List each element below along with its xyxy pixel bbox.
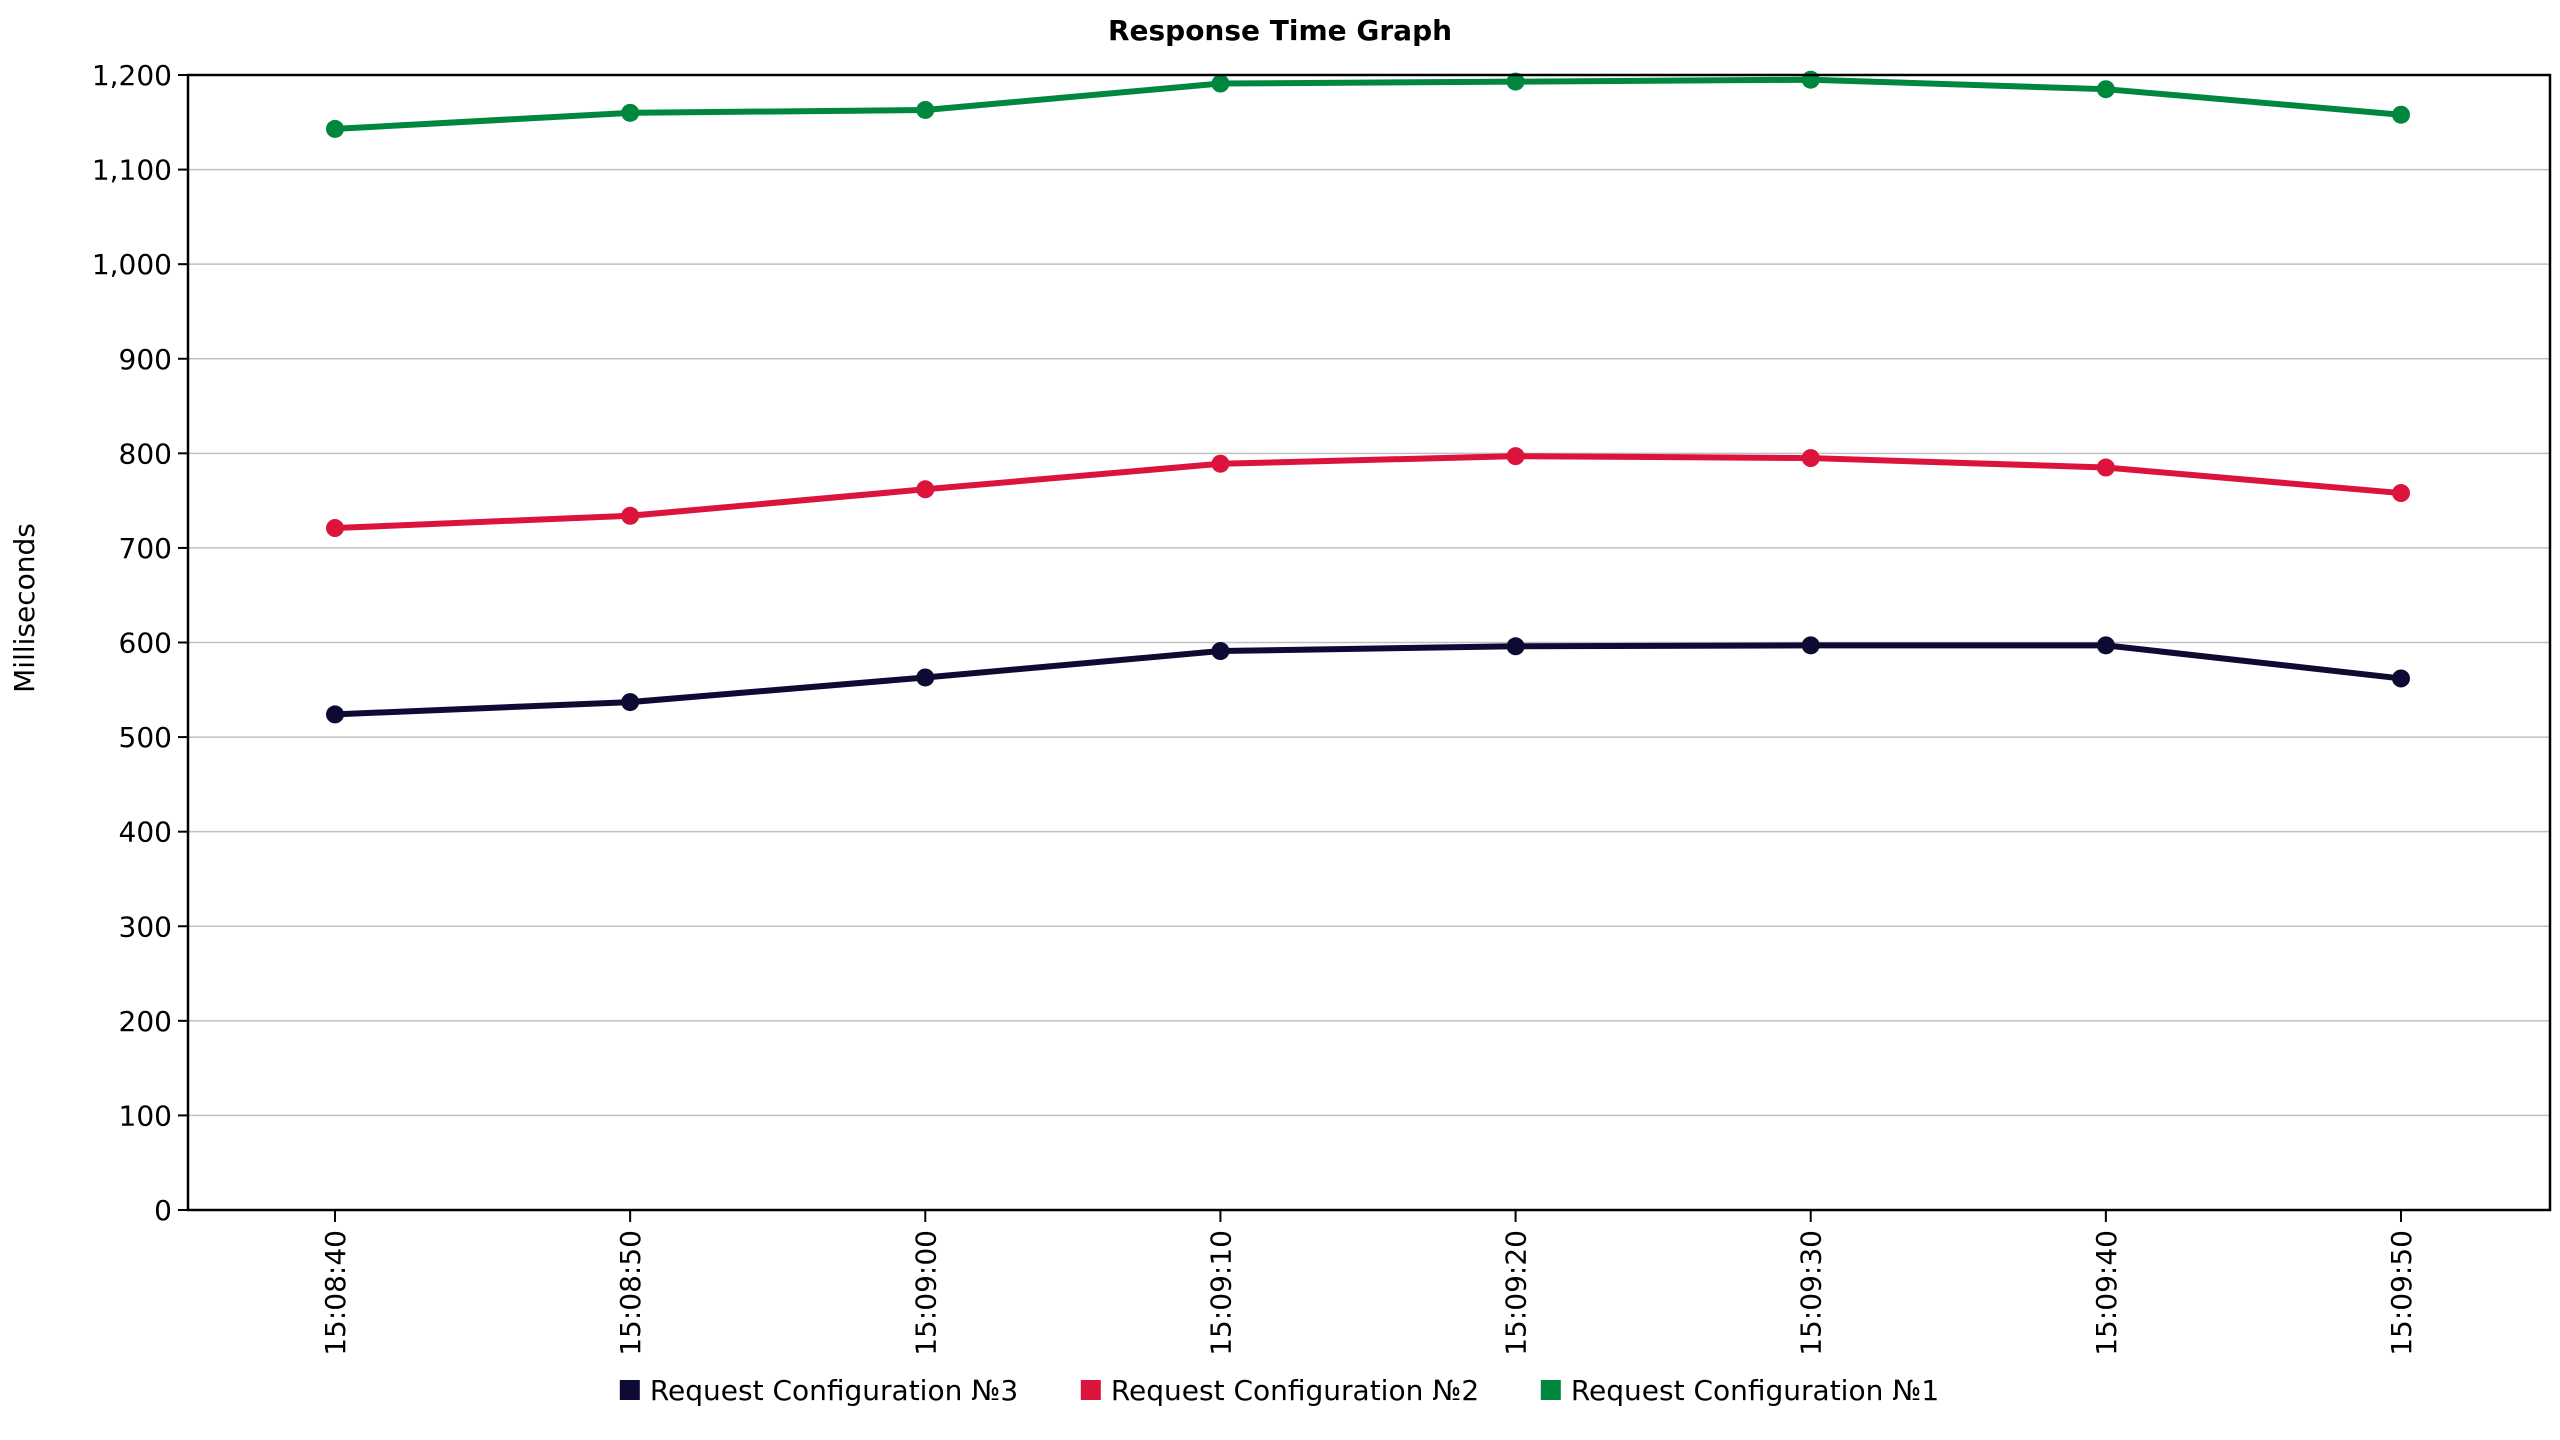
data-point (1211, 642, 1230, 661)
data-point (621, 693, 640, 712)
data-point (1211, 74, 1230, 93)
data-point (1801, 70, 1820, 89)
legend-item-2[interactable]: Request Configuration №2 (1080, 1374, 1479, 1407)
series-2 (326, 447, 2410, 538)
y-axis-label: Milliseconds (8, 523, 41, 693)
y-tick-label: 300 (119, 910, 172, 943)
grid-lines (188, 168, 2550, 1117)
data-point (2392, 669, 2410, 688)
x-axis-ticks: 15:08:40 15:08:50 15:09:00 15:09:10 15:09:20… (319, 1210, 2418, 1356)
data-point (621, 103, 640, 122)
series-3 (326, 70, 2410, 138)
data-point (1801, 449, 1820, 468)
legend-swatch (619, 1380, 640, 1400)
y-tick-label: 0 (154, 1194, 172, 1227)
series-lines (326, 70, 2410, 724)
data-point (2096, 80, 2115, 99)
legend-swatch (1080, 1380, 1101, 1400)
data-point (2096, 636, 2115, 655)
data-point (1801, 636, 1820, 655)
x-tick-label: 15:09:20 (1500, 1230, 1533, 1356)
data-point (1506, 72, 1525, 91)
x-tick-label: 15:09:50 (2385, 1230, 2418, 1356)
chart-title: Response Time Graph (1108, 14, 1452, 47)
y-tick-label: 100 (119, 1099, 172, 1132)
legend-item-1[interactable]: Request Configuration №3 (619, 1374, 1018, 1407)
y-tick-label: 1,100 (92, 154, 172, 187)
x-tick-label: 15:09:00 (909, 1230, 942, 1356)
data-point (621, 506, 640, 525)
x-tick-label: 15:09:30 (1795, 1230, 1828, 1356)
y-tick-label: 800 (119, 437, 172, 470)
plot-frame (186, 73, 2552, 1212)
y-tick-label: 400 (119, 816, 172, 849)
x-tick-label: 15:08:50 (614, 1230, 647, 1356)
y-tick-label: 1,000 (92, 248, 172, 281)
data-point (916, 480, 935, 499)
legend-swatch (1540, 1380, 1561, 1400)
legend-item-3[interactable]: Request Configuration №1 (1540, 1374, 1939, 1407)
data-point (2096, 458, 2115, 477)
y-tick-label: 900 (119, 343, 172, 376)
data-point (2392, 105, 2410, 124)
data-point (1506, 447, 1525, 466)
y-tick-label: 500 (119, 721, 172, 754)
data-point (326, 119, 344, 138)
data-point (326, 705, 344, 724)
data-point (326, 519, 344, 538)
series-1 (326, 636, 2410, 724)
y-tick-label: 200 (119, 1005, 172, 1038)
x-tick-label: 15:09:10 (1204, 1230, 1237, 1356)
data-point (916, 668, 935, 687)
y-tick-label: 700 (119, 532, 172, 565)
y-tick-label: 600 (119, 627, 172, 660)
series-line (332, 76, 2404, 132)
y-axis-ticks: 0 100 200 300 400 500 600 700 800 900 1,000 1,100 1,… (92, 59, 188, 1227)
legend[interactable]: Request Configuration №3 Request Configur… (619, 1374, 1939, 1407)
data-point (1211, 454, 1230, 473)
data-point (916, 100, 935, 119)
legend-label: Request Configuration №1 (1571, 1374, 1939, 1407)
legend-label: Request Configuration №2 (1111, 1374, 1479, 1407)
x-tick-label: 15:08:40 (319, 1230, 352, 1356)
series-line (332, 453, 2404, 532)
y-tick-label: 1,200 (92, 59, 172, 92)
legend-label: Request Configuration №3 (650, 1374, 1018, 1407)
data-point (2392, 484, 2410, 503)
x-tick-label: 15:09:40 (2090, 1230, 2123, 1356)
data-point (1506, 637, 1525, 656)
series-line (332, 642, 2404, 718)
